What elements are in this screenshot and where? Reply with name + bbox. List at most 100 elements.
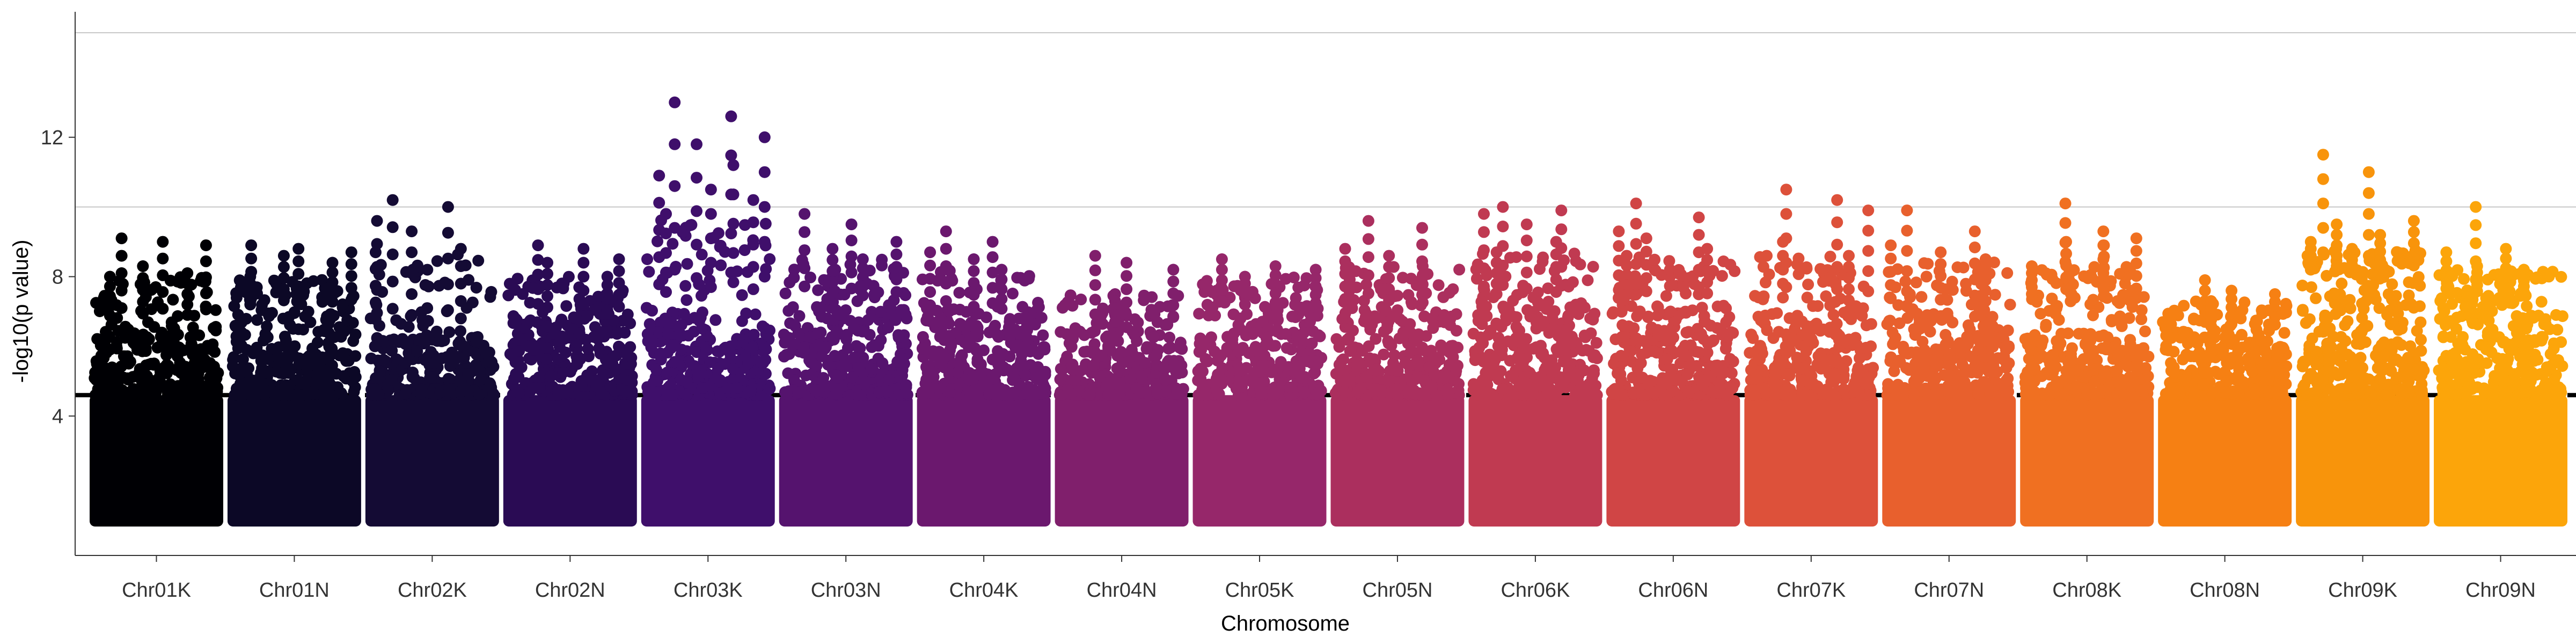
data-point	[1520, 266, 1533, 279]
data-point	[1652, 301, 1664, 313]
data-point	[1537, 251, 1549, 264]
data-point	[1613, 240, 1625, 252]
data-point	[312, 326, 325, 338]
data-point	[1860, 319, 1872, 332]
data-point	[115, 250, 128, 262]
data-point	[1590, 336, 1602, 349]
data-point	[787, 339, 799, 352]
peak-point	[968, 253, 980, 265]
data-point	[2080, 338, 2091, 350]
data-point	[847, 352, 860, 364]
data-point	[1701, 347, 1714, 358]
data-point	[1074, 365, 1087, 377]
data-point	[167, 294, 179, 306]
data-point	[1993, 379, 2006, 391]
data-point	[1427, 322, 1439, 334]
data-point	[996, 387, 1008, 400]
data-point	[1167, 287, 1180, 299]
data-point	[406, 309, 418, 321]
data-point	[933, 346, 945, 358]
data-point	[151, 341, 164, 354]
data-point	[1193, 308, 1205, 320]
data-point	[1450, 308, 1462, 320]
data-point	[809, 384, 821, 396]
data-point	[1701, 254, 1714, 266]
data-point	[311, 370, 324, 382]
data-point	[1147, 331, 1160, 343]
data-point	[1256, 316, 1269, 328]
peak-point	[1216, 253, 1228, 265]
data-point	[2122, 360, 2134, 372]
data-point	[691, 272, 702, 284]
data-point	[1682, 326, 1695, 338]
data-point	[968, 301, 980, 313]
data-point	[261, 320, 273, 333]
data-point	[1139, 386, 1152, 398]
data-point	[442, 278, 454, 290]
data-point	[725, 149, 737, 162]
data-point	[1935, 294, 1947, 306]
data-point	[883, 374, 895, 386]
data-point	[793, 310, 806, 322]
data-point	[954, 318, 966, 330]
data-point	[1228, 308, 1240, 320]
data-point	[1962, 319, 1974, 331]
peak-point	[386, 194, 399, 206]
data-point	[1286, 310, 1298, 323]
data-point	[1216, 274, 1228, 286]
peak-point	[1901, 204, 1913, 217]
data-point	[1157, 361, 1169, 374]
data-point	[819, 341, 832, 353]
data-point	[279, 352, 291, 364]
data-point	[230, 287, 243, 299]
data-point	[1549, 324, 1562, 336]
data-point	[1009, 339, 1022, 352]
peak-point	[1630, 197, 1642, 210]
data-point	[667, 238, 679, 250]
data-point	[2053, 314, 2065, 326]
data-point	[669, 222, 681, 234]
data-point	[1450, 365, 1462, 377]
data-point	[1969, 358, 1981, 371]
data-point	[1477, 386, 1490, 398]
data-point	[1196, 379, 1209, 391]
data-point	[1094, 318, 1107, 330]
data-point	[1355, 382, 1367, 394]
data-point	[1744, 347, 1756, 359]
chromosome-Chr01K	[89, 232, 224, 527]
data-point	[179, 361, 192, 373]
data-point	[1932, 358, 1944, 370]
data-point	[1430, 389, 1443, 401]
data-point	[947, 303, 960, 316]
data-point	[103, 330, 115, 342]
data-point	[1642, 310, 1655, 323]
data-point	[1550, 261, 1562, 273]
data-point	[1777, 291, 1789, 304]
data-point	[287, 323, 299, 335]
chromosome-Chr05K	[1192, 253, 1328, 527]
data-point	[1621, 279, 1633, 291]
data-point	[386, 221, 399, 233]
peak-point	[406, 225, 418, 238]
peak-point	[442, 201, 454, 213]
data-point	[305, 358, 317, 371]
peak-point	[1490, 246, 1503, 259]
data-point	[890, 286, 903, 298]
data-point	[1228, 280, 1240, 292]
data-point	[1702, 338, 1714, 350]
data-point	[2124, 343, 2136, 356]
data-point	[679, 280, 692, 292]
data-point	[1649, 265, 1662, 277]
data-point	[308, 275, 320, 287]
data-point	[916, 342, 928, 355]
data-point	[1339, 255, 1351, 267]
data-point	[238, 364, 250, 376]
data-point	[2024, 343, 2037, 356]
data-point	[1826, 354, 1838, 366]
peak-point	[1831, 194, 1843, 206]
data-point	[1054, 373, 1066, 385]
data-point	[728, 372, 740, 384]
data-point	[1197, 365, 1209, 378]
data-point	[1333, 341, 1345, 353]
peak-point	[1089, 250, 1101, 262]
